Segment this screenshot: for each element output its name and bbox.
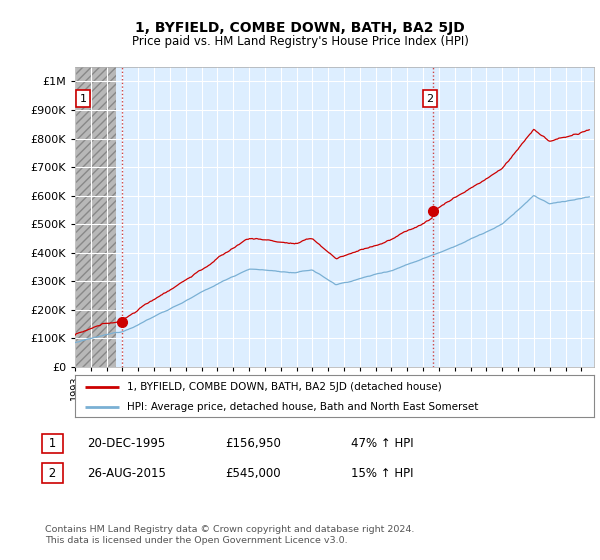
Text: 2: 2	[45, 466, 60, 480]
Text: 1, BYFIELD, COMBE DOWN, BATH, BA2 5JD: 1, BYFIELD, COMBE DOWN, BATH, BA2 5JD	[135, 21, 465, 35]
Text: 15% ↑ HPI: 15% ↑ HPI	[351, 466, 413, 480]
Bar	[75, 67, 116, 367]
Text: 1, BYFIELD, COMBE DOWN, BATH, BA2 5JD (detached house): 1, BYFIELD, COMBE DOWN, BATH, BA2 5JD (d…	[127, 382, 442, 392]
Text: HPI: Average price, detached house, Bath and North East Somerset: HPI: Average price, detached house, Bath…	[127, 402, 478, 412]
Text: 20-DEC-1995: 20-DEC-1995	[87, 437, 165, 450]
Text: £545,000: £545,000	[225, 466, 281, 480]
Text: 26-AUG-2015: 26-AUG-2015	[87, 466, 166, 480]
Text: 1: 1	[80, 94, 87, 104]
Text: Price paid vs. HM Land Registry's House Price Index (HPI): Price paid vs. HM Land Registry's House …	[131, 35, 469, 48]
Text: Contains HM Land Registry data © Crown copyright and database right 2024.
This d: Contains HM Land Registry data © Crown c…	[45, 525, 415, 545]
Text: 1: 1	[45, 437, 60, 450]
Text: £156,950: £156,950	[225, 437, 281, 450]
Text: 2: 2	[426, 94, 433, 104]
Text: 47% ↑ HPI: 47% ↑ HPI	[351, 437, 413, 450]
